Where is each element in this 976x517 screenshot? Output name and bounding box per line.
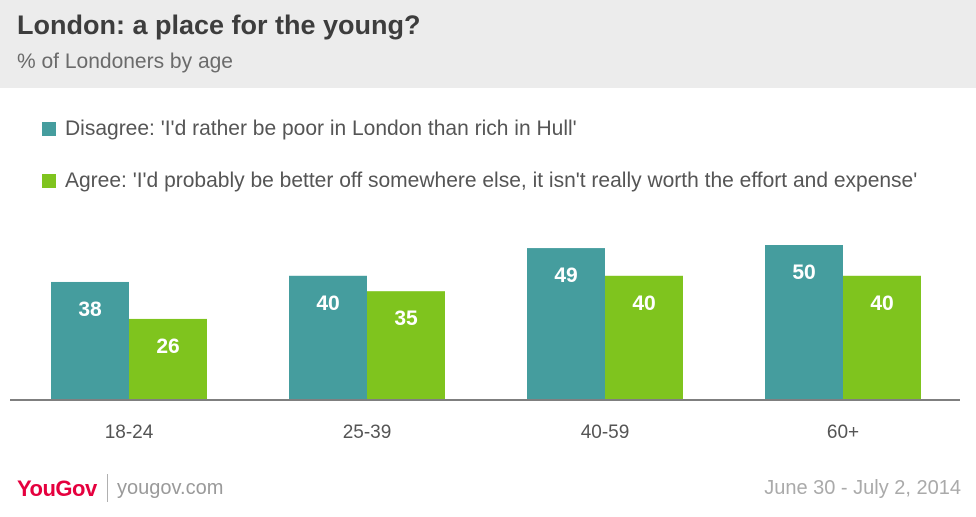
bar-agree-60+ <box>843 275 921 399</box>
x-tick-label-40-59: 40-59 <box>581 422 630 443</box>
data-label-disagree-18-24: 38 <box>78 298 102 321</box>
header-band: London: a place for the young? % of Lond… <box>0 0 976 88</box>
data-label-agree-18-24: 26 <box>156 335 179 358</box>
bar-disagree-18-24 <box>51 281 129 399</box>
bar-agree-18-24 <box>129 318 207 399</box>
data-label-disagree-40-59: 49 <box>554 264 577 287</box>
data-label-agree-40-59: 40 <box>632 292 655 315</box>
legend-item-agree: Agree: 'I'd probably be better off somew… <box>42 166 922 195</box>
survey-date: June 30 - July 2, 2014 <box>764 477 961 499</box>
legend-swatch-disagree <box>42 122 56 136</box>
data-label-disagree-25-39: 40 <box>316 292 339 315</box>
data-label-agree-60+: 40 <box>870 292 893 315</box>
data-label-agree-25-39: 35 <box>394 307 418 330</box>
chart-subtitle: % of Londoners by age <box>17 50 233 73</box>
chart-title: London: a place for the young? <box>17 10 421 40</box>
data-label-disagree-60+: 50 <box>792 261 815 284</box>
bar-agree-40-59 <box>605 275 683 399</box>
bar-disagree-40-59 <box>527 248 605 399</box>
x-tick-label-25-39: 25-39 <box>343 422 392 443</box>
legend-swatch-agree <box>42 174 56 188</box>
legend-item-disagree: Disagree: 'I'd rather be poor in London … <box>42 114 942 143</box>
footer-divider <box>107 474 108 502</box>
bar-disagree-25-39 <box>289 275 367 399</box>
x-tick-label-60+: 60+ <box>827 422 859 443</box>
bar-agree-25-39 <box>367 291 445 399</box>
x-tick-label-18-24: 18-24 <box>105 422 154 443</box>
yougov-logo: YouGov <box>17 476 97 501</box>
footer-site-link[interactable]: yougov.com <box>117 477 224 499</box>
legend-label-disagree: Disagree: 'I'd rather be poor in London … <box>65 117 577 140</box>
bar-disagree-60+ <box>765 245 843 399</box>
legend-label-agree: Agree: 'I'd probably be better off somew… <box>65 169 918 192</box>
